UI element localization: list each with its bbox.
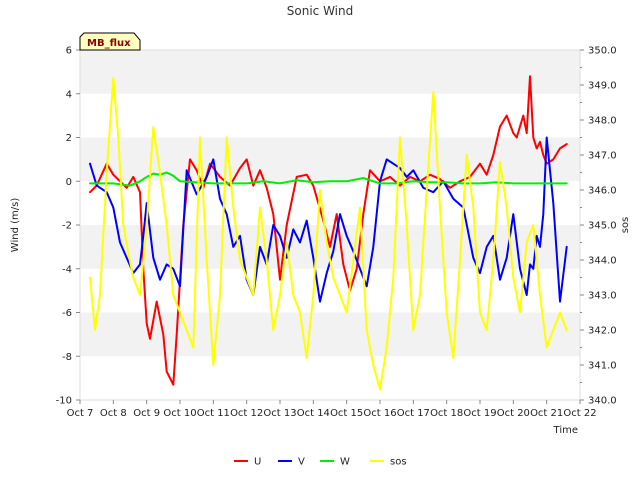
- left-tick-label: 2: [66, 133, 72, 144]
- left-tick-label: 4: [66, 89, 72, 100]
- right-tick-label: 340.0: [588, 396, 617, 407]
- left-tick-label: 0: [66, 177, 72, 188]
- background-band: [80, 181, 580, 225]
- x-tick-label: Oct 14: [297, 408, 330, 419]
- legend-label-w: W: [340, 457, 350, 468]
- right-tick-label: 346.0: [588, 186, 617, 197]
- x-tick-label: Oct 8: [100, 408, 127, 419]
- x-tick-label: Oct 20: [497, 408, 530, 419]
- x-tick-label: Oct 19: [463, 408, 496, 419]
- x-axis-title: Time: [553, 425, 578, 436]
- right-tick-label: 349.0: [588, 81, 617, 92]
- right-y-axis: 340.0 341.0 342.0 343.0 344.0 345.0 346.0 347.0…: [580, 46, 617, 407]
- right-tick-label: 345.0: [588, 221, 617, 232]
- background-band: [80, 93, 580, 138]
- background-band: [80, 356, 580, 400]
- right-tick-label: 342.0: [588, 326, 617, 337]
- x-tick-label: Oct 13: [263, 408, 296, 419]
- left-tick-label: 6: [66, 46, 72, 57]
- legend-label-sos: sos: [390, 457, 407, 468]
- series-line-w: [89, 171, 568, 187]
- background-band: [80, 312, 580, 357]
- series-line-sos: [89, 77, 568, 391]
- x-tick-label: Oct 9: [133, 408, 160, 419]
- right-tick-label: 341.0: [588, 361, 617, 372]
- right-tick-label: 350.0: [588, 46, 617, 57]
- left-tick-label: -4: [62, 264, 72, 275]
- x-tick-label: Oct 11: [197, 408, 230, 419]
- y-axis-right-title: sos: [620, 217, 631, 234]
- left-y-axis: -10 -8 -6 -4 -2 0 2 4 6: [56, 46, 80, 407]
- right-tick-label: 343.0: [588, 291, 617, 302]
- x-tick-label: Oct 12: [230, 408, 263, 419]
- left-tick-label: -2: [62, 221, 72, 232]
- x-tick-label: Oct 21: [530, 408, 563, 419]
- series-line-u: [89, 75, 568, 386]
- left-tick-label: -8: [62, 352, 72, 363]
- site-badge: MB_flux: [79, 32, 141, 51]
- x-tick-label: Oct 16: [363, 408, 396, 419]
- site-badge-box: [79, 32, 141, 51]
- left-tick-label: -6: [62, 308, 72, 319]
- x-tick-label: Oct 17: [397, 408, 430, 419]
- x-axis: Oct 7 Oct 8 Oct 9 Oct 10 Oct 11 Oct 12 Oct 13 O…: [67, 400, 597, 419]
- right-tick-label: 347.0: [588, 151, 617, 162]
- site-badge-label: MB_flux: [87, 38, 131, 49]
- background-band: [80, 50, 580, 94]
- x-tick-label: Oct 22: [563, 408, 596, 419]
- x-tick-label: Oct 15: [330, 408, 363, 419]
- background-bands: [80, 50, 580, 400]
- legend-label-u: U: [254, 457, 261, 468]
- right-tick-label: 344.0: [588, 256, 617, 267]
- chart-title: Sonic Wind: [287, 4, 353, 18]
- series-layer: [89, 75, 568, 391]
- x-tick-label: Oct 7: [67, 408, 94, 419]
- right-tick-label: 348.0: [588, 116, 617, 127]
- legend-label-v: V: [298, 457, 305, 468]
- y-axis-left-title: Wind (m/s): [10, 198, 21, 253]
- x-tick-label: Oct 10: [163, 408, 196, 419]
- left-tick-label: -10: [56, 396, 72, 407]
- background-band: [80, 268, 580, 313]
- x-tick-label: Oct 18: [430, 408, 463, 419]
